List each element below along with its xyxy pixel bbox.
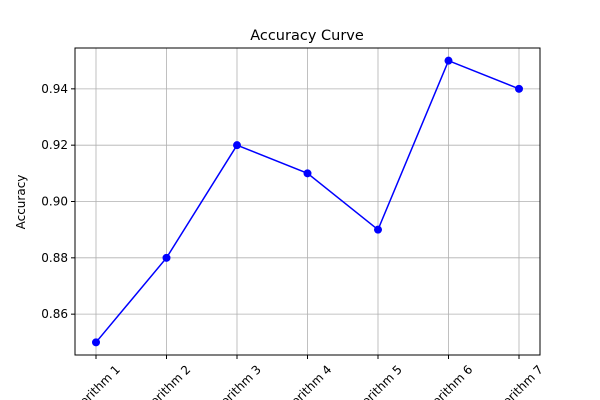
y-tick-label: 0.92 [41,138,68,152]
x-tick-label: Algorithm 4 [275,362,335,400]
data-point [303,169,312,178]
x-tick-label: Algorithm 3 [204,362,264,400]
data-point [92,338,100,347]
x-tick-label: Algorithm 7 [486,362,546,400]
x-tick-label: Algorithm 2 [134,362,194,400]
x-tick-label: Algorithm 5 [345,362,405,400]
plot-frame [74,47,541,356]
y-axis-label: Accuracy [14,175,28,230]
y-tick-label: 0.90 [41,195,68,209]
x-tick-label: Algorithm 1 [63,362,123,400]
chart-title: Accuracy Curve [250,28,364,44]
data-point [374,225,382,234]
data-point [233,141,241,150]
data-point [162,253,171,262]
data-point [515,84,523,93]
data-point [444,56,453,65]
y-tick-label: 0.86 [41,307,68,321]
y-tick-label: 0.94 [41,82,68,96]
y-tick-label: 0.88 [41,251,68,265]
x-tick-label: Algorithm 6 [416,362,476,400]
